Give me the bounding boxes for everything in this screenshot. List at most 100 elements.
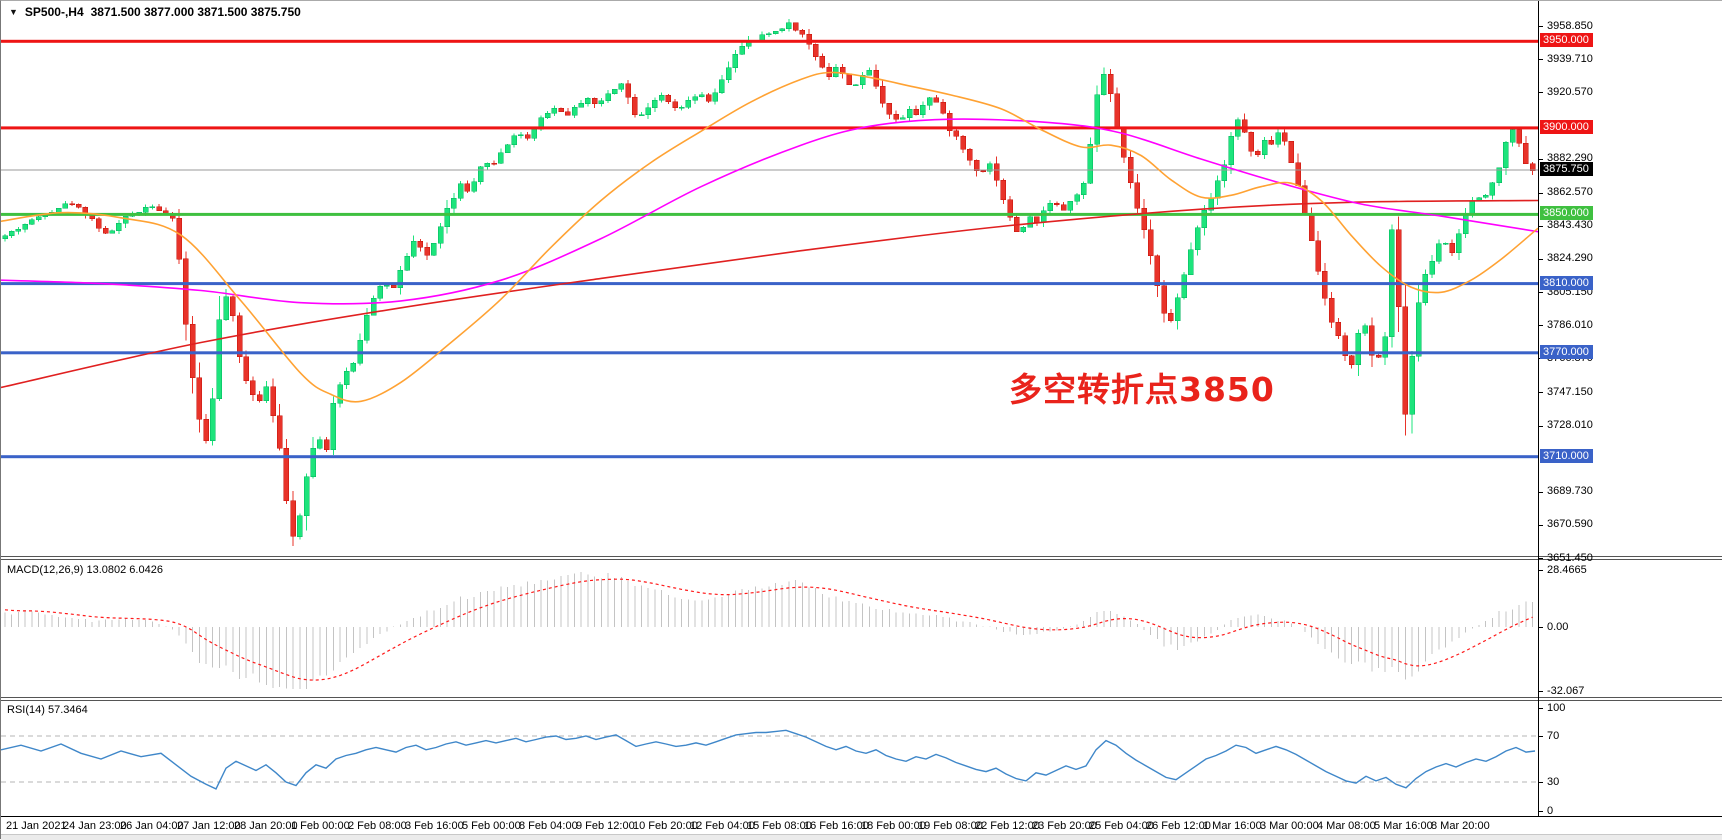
price-level-badge-3810.000: 3810.000	[1540, 275, 1593, 290]
price-level-line-3950.000[interactable]	[1, 39, 1538, 43]
candle-up	[712, 92, 718, 102]
candle-down	[1007, 199, 1013, 218]
candle-up	[725, 67, 732, 81]
macd-panel-area[interactable]	[1, 560, 1538, 698]
price-level-line-3710.000[interactable]	[1, 455, 1538, 459]
candle-up	[1429, 260, 1435, 275]
candle-up	[1261, 139, 1268, 155]
candle-up	[866, 70, 873, 76]
panel-separator[interactable]	[1, 556, 1722, 557]
price-tick-label: 3920.570	[1547, 85, 1593, 98]
price-tick-label: 3651.450	[1547, 551, 1593, 564]
price-level-line-3810.000[interactable]	[1, 282, 1538, 286]
candle-up	[692, 96, 698, 101]
candle-up	[859, 75, 866, 85]
candle-down	[1315, 240, 1321, 272]
candle-down	[1161, 285, 1167, 314]
candle-up	[2, 235, 8, 239]
candle-up	[1496, 167, 1502, 184]
time-tick-label: 12 Feb 04:00	[690, 820, 755, 832]
candle-down	[290, 500, 296, 537]
candle-down	[256, 394, 263, 401]
panel-separator[interactable]	[1, 559, 1722, 560]
time-tick-label: 3 Feb 16:00	[405, 820, 464, 832]
candle-up	[658, 95, 665, 101]
candle-down	[632, 97, 638, 115]
time-tick-label: 10 Feb 20:00	[633, 820, 698, 832]
rsi-tick-label: 70	[1547, 729, 1560, 742]
candle-down	[993, 163, 1000, 181]
axis-tick	[1539, 708, 1543, 709]
candle-up	[900, 117, 906, 120]
price-level-line-3850.000[interactable]	[1, 212, 1538, 216]
candle-down	[464, 183, 471, 192]
axis-tick	[1539, 426, 1543, 427]
candle-up	[209, 398, 216, 442]
candle-up	[122, 216, 129, 224]
macd-tick-label: -32.067	[1547, 684, 1585, 697]
symbol-dropdown-icon[interactable]: ▼	[9, 7, 18, 17]
candle-down	[1375, 355, 1382, 358]
candle-up	[1101, 73, 1107, 95]
candle-up	[62, 203, 69, 209]
price-tick-label: 3843.430	[1547, 219, 1593, 232]
candle-down	[1335, 321, 1342, 337]
candle-down	[1516, 129, 1522, 144]
time-tick-label: 5 Feb 00:00	[462, 820, 521, 832]
candle-down	[1000, 180, 1007, 200]
rsi-panel-area[interactable]	[1, 700, 1538, 816]
candle-up	[518, 134, 524, 137]
macd-tick-label: 0.00	[1547, 620, 1569, 633]
price-level-line-3770.000[interactable]	[1, 351, 1538, 355]
price-tick-label: 3747.150	[1547, 385, 1593, 398]
candle-up	[786, 22, 792, 29]
candle-down	[323, 439, 330, 450]
candle-up	[1362, 325, 1368, 334]
candle-down	[980, 170, 986, 172]
chart-ohlc-values: 3871.500 3877.000 3871.500 3875.750	[90, 5, 301, 19]
macd-tick-label: 28.4665	[1547, 563, 1587, 576]
candle-up	[926, 97, 933, 106]
candle-down	[270, 386, 276, 416]
chart-symbol-label: SP500-,H4	[24, 5, 84, 19]
candle-up	[297, 515, 303, 537]
price-level-line-3900.000[interactable]	[1, 126, 1538, 130]
candle-down	[705, 94, 712, 102]
candle-down	[1255, 150, 1261, 155]
candle-up	[739, 46, 745, 55]
candle-up	[578, 103, 584, 108]
candle-down	[625, 83, 631, 98]
panel-separator[interactable]	[1, 700, 1722, 701]
candle-up	[22, 224, 28, 230]
candle-up	[511, 135, 517, 145]
candle-up	[149, 206, 156, 208]
candle-up	[1074, 194, 1080, 202]
time-tick-label: 28 Jan 20:00	[234, 820, 298, 832]
candle-up	[1509, 129, 1516, 143]
main-chart-area[interactable]	[1, 1, 1538, 558]
candle-up	[263, 386, 270, 401]
candle-down	[799, 29, 806, 35]
candle-down	[946, 112, 953, 131]
candle-down	[819, 56, 826, 68]
candle-up	[1228, 136, 1234, 165]
rsi-indicator-label: RSI(14) 57.3464	[7, 704, 88, 716]
time-tick-label: 22 Feb 12:00	[975, 820, 1040, 832]
candle-down	[1281, 132, 1288, 142]
time-tick-label: 15 Feb 08:00	[747, 820, 812, 832]
axis-tick	[1539, 558, 1543, 559]
axis-tick	[1539, 782, 1543, 783]
candle-down	[189, 324, 196, 379]
candle-up	[317, 439, 323, 449]
time-tick-label: 24 Jan 23:00	[63, 820, 127, 832]
ma-red-line	[1, 199, 1538, 389]
axis-tick	[1539, 325, 1543, 326]
candle-up	[330, 402, 337, 450]
panel-separator[interactable]	[1, 697, 1722, 698]
price-tick-label: 3824.290	[1547, 252, 1593, 265]
candle-up	[337, 384, 343, 404]
candle-up	[1087, 143, 1094, 184]
candle-up	[451, 197, 457, 209]
